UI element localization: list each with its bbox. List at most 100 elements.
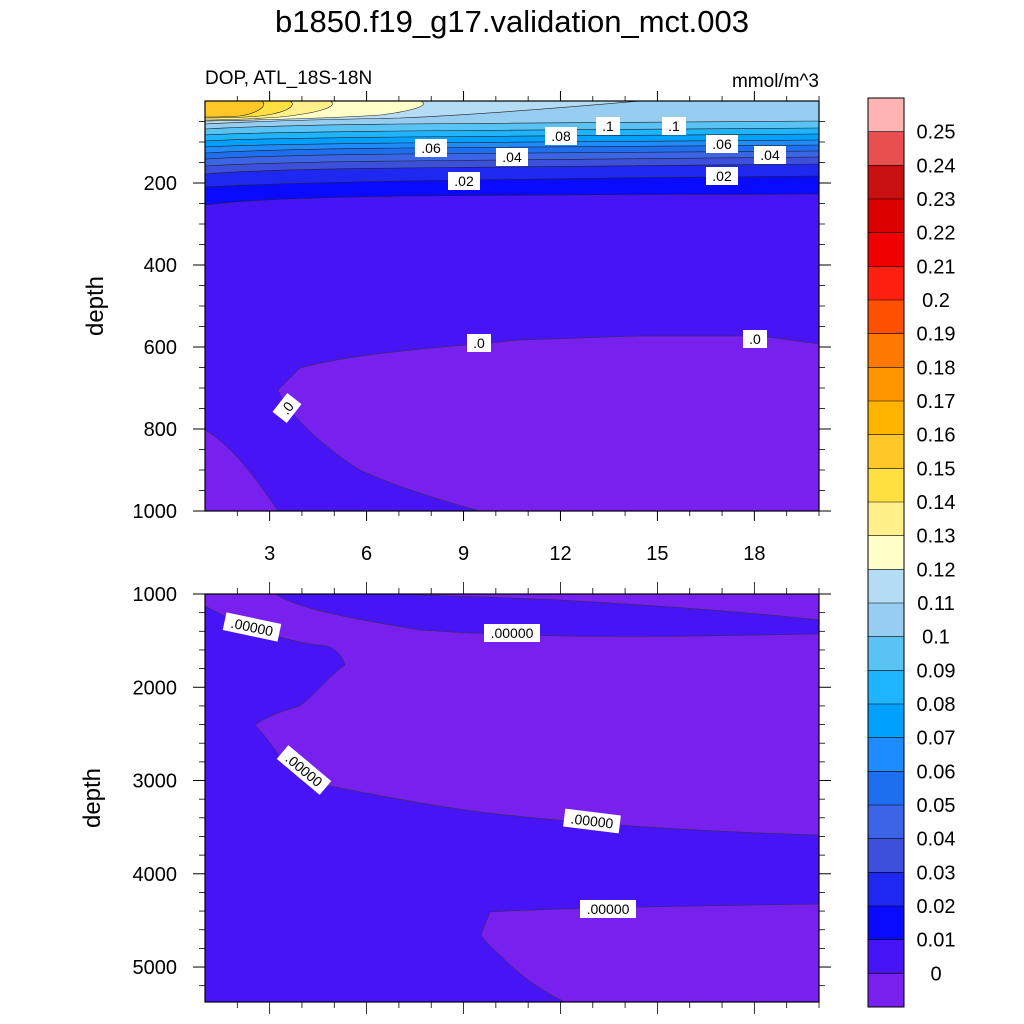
colorbar-label: 0.25 — [917, 122, 956, 144]
lower-plot-frame — [204, 593, 820, 1003]
upper-contour-label: .06 — [415, 139, 447, 157]
upper-y-tick-label: 1000 — [133, 501, 178, 523]
upper-contour-label: .0 — [272, 393, 302, 423]
svg-text:.02: .02 — [712, 168, 732, 184]
upper-y-tick-label: 600 — [144, 337, 177, 359]
colorbar-label: 0.1 — [922, 627, 950, 649]
svg-text:.06: .06 — [421, 140, 441, 156]
upper-contour-label: .04 — [754, 146, 786, 164]
svg-text:.00000: .00000 — [570, 810, 615, 831]
colorbar-label: 0.12 — [917, 559, 956, 581]
svg-text:.08: .08 — [551, 128, 571, 144]
colorbar-swatch — [868, 199, 904, 233]
upper-contour-label: .06 — [706, 135, 738, 153]
lower-contour-label: .00000 — [484, 624, 540, 642]
colorbar-label: 0.11 — [917, 593, 954, 615]
colorbar-swatch — [868, 401, 904, 435]
colorbar-swatch — [868, 906, 904, 940]
svg-text:.04: .04 — [502, 149, 522, 165]
colorbar-label: 0.16 — [917, 425, 956, 447]
lower-y-axis-label: depth — [79, 768, 106, 828]
colorbar-swatch — [868, 569, 904, 604]
svg-text:.0: .0 — [749, 331, 761, 347]
upper-contour-label: .02 — [448, 172, 480, 190]
upper-fill-015 — [205, 101, 264, 117]
colorbar-swatch — [868, 939, 904, 974]
lower-contour-label: .00000 — [580, 900, 636, 918]
upper-x-tick-label: 12 — [549, 543, 571, 565]
svg-text:.00000: .00000 — [491, 625, 534, 641]
variable-label: DOP, ATL_18S-18N — [205, 68, 372, 89]
colorbar-swatch — [868, 333, 904, 368]
colorbar-label: 0.13 — [917, 526, 956, 548]
upper-contour-label: .1 — [596, 117, 620, 135]
lower-y-tick-label: 2000 — [133, 677, 178, 699]
svg-text:.06: .06 — [712, 136, 732, 152]
colorbar-label: 0.22 — [917, 223, 956, 245]
colorbar-label: 0.01 — [917, 930, 956, 952]
colorbar-label: 0.17 — [917, 391, 956, 413]
colorbar-label: 0.05 — [917, 795, 956, 817]
upper-x-tick-label: 3 — [264, 543, 275, 565]
colorbar-label: 0.19 — [917, 324, 956, 346]
colorbar-swatch — [868, 232, 904, 267]
upper-x-tick-label: 15 — [646, 543, 668, 565]
lower-fill-zero-top — [399, 593, 820, 621]
colorbar-swatch — [868, 603, 904, 637]
colorbar-label: 0.18 — [917, 357, 956, 379]
colorbar-swatch — [868, 737, 904, 772]
colorbar-swatch — [868, 771, 904, 806]
upper-y-tick-label: 400 — [144, 255, 177, 277]
colorbar-label: 0.23 — [917, 189, 956, 211]
colorbar-swatch — [868, 468, 904, 503]
colorbar-label: 0.2 — [922, 290, 950, 312]
units-label: mmol/m^3 — [732, 71, 819, 92]
upper-fill-zero-bottom — [277, 335, 820, 512]
colorbar-swatch — [868, 973, 904, 1008]
colorbar-swatch — [868, 872, 904, 907]
colorbar-swatch — [868, 300, 904, 334]
upper-x-tick-label: 9 — [458, 543, 469, 565]
lower-contour-label: .00000 — [563, 808, 621, 834]
svg-text:.1: .1 — [668, 118, 680, 134]
upper-contour-label: .02 — [706, 167, 738, 185]
colorbar-swatch — [868, 434, 904, 469]
colorbar-label: 0 — [930, 963, 941, 985]
colorbar-label: 0.06 — [917, 761, 956, 783]
colorbar-swatch — [868, 838, 904, 873]
lower-y-axis: 1000 2000 3000 4000 5000 — [133, 584, 831, 987]
colorbar-label: 0.14 — [917, 492, 956, 514]
lower-y-tick-label: 4000 — [133, 864, 178, 886]
upper-contour-label: .08 — [545, 127, 577, 145]
colorbar-label: 0.02 — [917, 896, 956, 918]
svg-text:.0: .0 — [473, 335, 485, 351]
colorbar-swatch — [868, 636, 904, 671]
colorbar-label: 0.24 — [917, 155, 956, 177]
upper-contour-label: .1 — [662, 117, 686, 135]
colorbar-label: 0.21 — [917, 256, 956, 278]
upper-contour-label: .0 — [743, 330, 767, 348]
colorbar-label: 0.03 — [917, 862, 956, 884]
upper-y-axis: 200 400 600 800 1000 — [133, 121, 831, 523]
svg-text:.1: .1 — [602, 118, 614, 134]
upper-y-tick-label: 200 — [144, 173, 177, 195]
upper-x-axis: 3 6 9 12 15 18 — [236, 91, 820, 565]
colorbar-swatch — [868, 98, 904, 132]
lower-y-tick-label: 5000 — [133, 957, 178, 979]
colorbar-swatch — [868, 367, 904, 402]
lower-panel: .00000.00000.00000.00000.00000 100020003… — [79, 582, 831, 1014]
colorbar-label: 0.15 — [917, 458, 956, 480]
colorbar-swatch — [868, 805, 904, 839]
lower-y-tick-label: 3000 — [133, 771, 178, 793]
upper-panel: .06 .08 .1 .1 .06 .04 .04 .02 .02 .0 .0 .0 3 6 9 12 15 1… — [82, 68, 831, 565]
upper-x-tick-label: 18 — [743, 543, 765, 565]
colorbar-frame — [867, 97, 905, 1008]
svg-text:.00000: .00000 — [587, 901, 630, 917]
svg-text:.04: .04 — [760, 147, 780, 163]
upper-contour-label: .0 — [467, 334, 491, 352]
upper-y-axis-label: depth — [82, 276, 109, 336]
colorbar-swatch — [868, 165, 904, 200]
colorbar-label: 0.08 — [917, 694, 956, 716]
colorbar-swatch — [868, 266, 904, 301]
